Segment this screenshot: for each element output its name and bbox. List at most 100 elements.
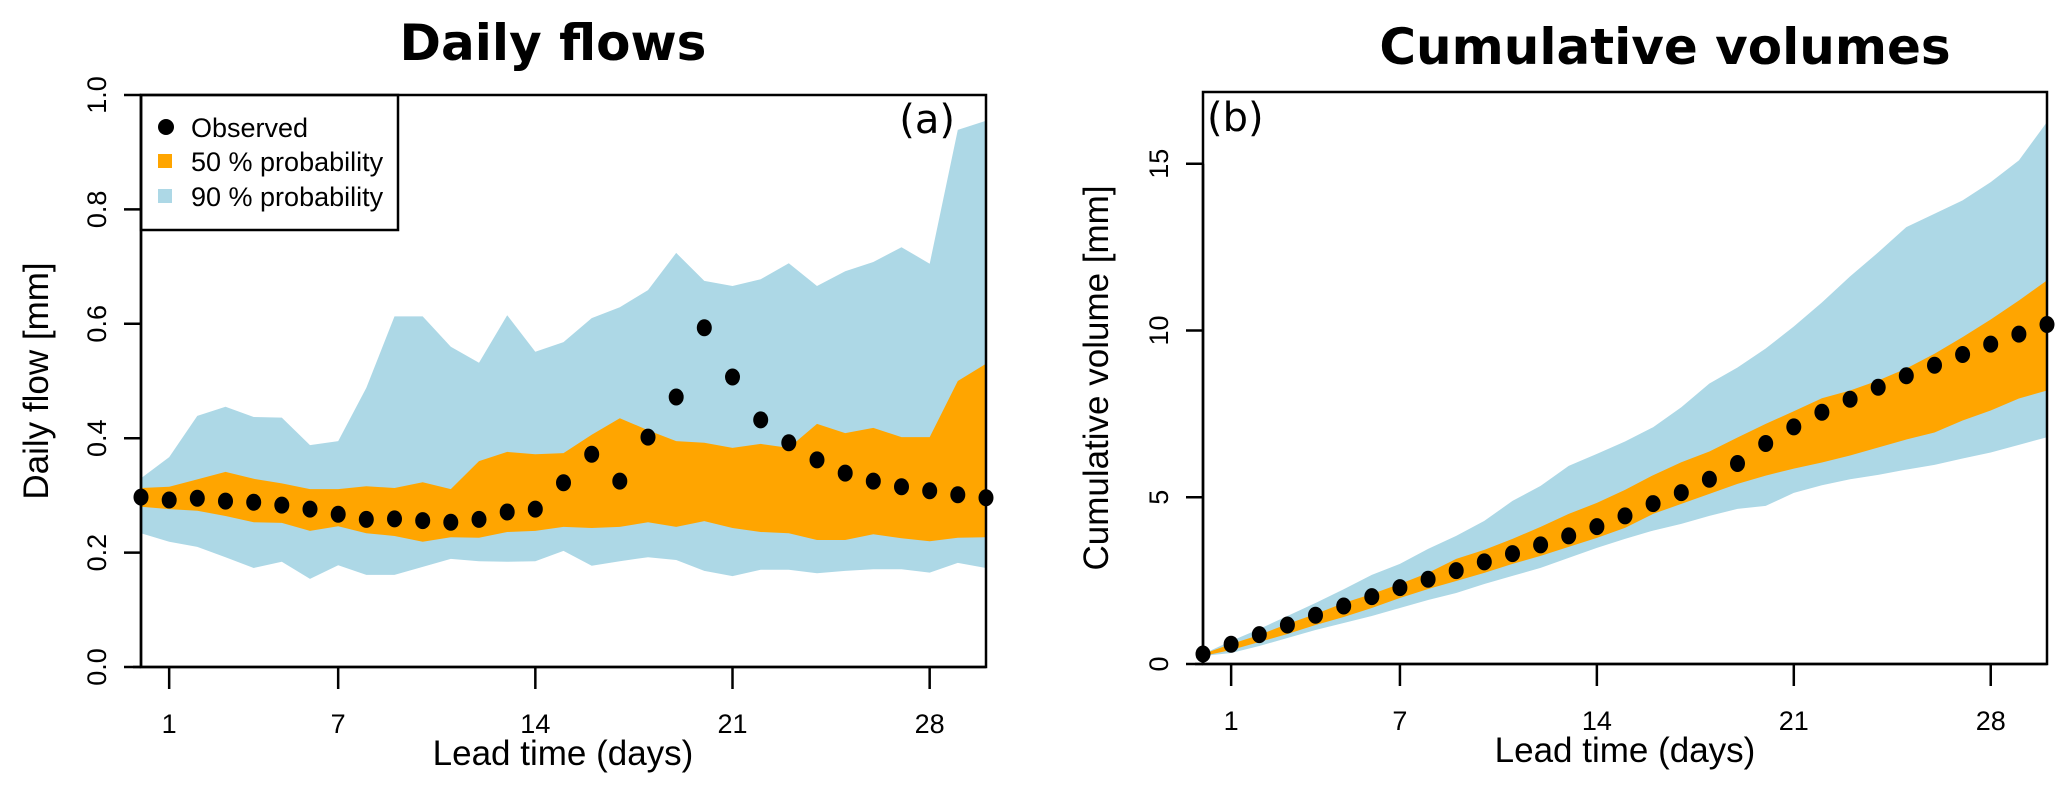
y-tick-label-b: 0 xyxy=(1144,656,1174,671)
observed-point-a xyxy=(753,411,769,429)
observed-point-a xyxy=(246,493,262,511)
observed-point-a xyxy=(330,505,346,523)
y-tick-label-a: 1.0 xyxy=(82,76,112,114)
legend-90-label: 90 % probability xyxy=(191,182,384,212)
legend-90-marker xyxy=(158,189,172,203)
x-tick-label-b: 14 xyxy=(1582,706,1612,736)
observed-point-b xyxy=(1420,570,1436,588)
observed-point-a xyxy=(358,510,374,528)
observed-point-a xyxy=(865,472,881,490)
observed-point-b xyxy=(1786,418,1802,436)
observed-point-b xyxy=(1814,403,1830,421)
observed-point-a xyxy=(696,319,712,337)
panel-daily-flows: Daily flows (a) 1 7 14 21 28 0.0 0.2 0.4 0.6 0.8… xyxy=(17,14,994,773)
observed-point-b xyxy=(1251,626,1267,644)
observed-point-a xyxy=(584,445,600,463)
y-tick-label-a: 0.6 xyxy=(82,305,112,343)
observed-point-b xyxy=(1336,597,1352,615)
observed-point-b xyxy=(1701,470,1717,488)
observed-point-a xyxy=(218,492,233,510)
observed-point-b xyxy=(2011,325,2027,343)
plot-area-b xyxy=(1195,122,2055,663)
legend-observed-marker xyxy=(158,119,174,135)
x-tick-label-b: 1 xyxy=(1224,706,1239,736)
observed-point-b xyxy=(1617,507,1633,525)
y-axis-title-a: Daily flow [mm] xyxy=(17,262,56,499)
chart-title-daily-flows: Daily flows xyxy=(400,14,707,72)
x-tick-label-a: 14 xyxy=(520,709,550,739)
legend-50-label: 50 % probability xyxy=(191,147,384,177)
plot-area-a xyxy=(133,120,994,579)
y-tick-label-a: 0.8 xyxy=(82,191,112,229)
observed-point-b xyxy=(1842,390,1858,408)
observed-point-a xyxy=(837,464,853,482)
x-tick-label-b: 21 xyxy=(1779,706,1809,736)
observed-point-a xyxy=(499,503,515,521)
y-tick-label-b: 15 xyxy=(1144,149,1174,179)
x-axis-b: 1 7 14 21 28 xyxy=(1195,662,2047,736)
x-tick-label-a: 7 xyxy=(331,709,346,739)
y-tick-label-a: 0.0 xyxy=(82,648,112,686)
observed-point-a xyxy=(527,500,543,518)
observed-point-a xyxy=(612,472,628,490)
y-tick-label-b: 10 xyxy=(1144,315,1174,345)
observed-point-a xyxy=(950,486,966,504)
x-axis-title-a: Lead time (days) xyxy=(433,734,694,773)
panel-cumulative-volumes: Cumulative volumes (b) 1 7 14 21 28 0 5 10 15 L… xyxy=(1077,18,2055,770)
observed-point-b xyxy=(1645,495,1661,513)
y-axis-title-b: Cumulative volume [mm] xyxy=(1077,185,1116,570)
observed-point-b xyxy=(1364,588,1380,606)
x-tick-label-a: 1 xyxy=(162,709,177,739)
observed-point-b xyxy=(1448,562,1464,580)
observed-point-b xyxy=(1392,579,1408,597)
observed-point-a xyxy=(471,510,487,528)
observed-point-a xyxy=(922,482,938,500)
observed-point-b xyxy=(1505,545,1520,563)
x-tick-label-a: 21 xyxy=(717,709,747,739)
observed-point-a xyxy=(274,496,290,514)
observed-point-a xyxy=(781,434,797,452)
observed-point-b xyxy=(1898,367,1914,385)
observed-point-b xyxy=(1758,435,1774,452)
x-tick-label-a: 28 xyxy=(915,709,945,739)
observed-point-b xyxy=(1476,553,1492,571)
observed-point-b xyxy=(1308,606,1323,624)
observed-point-a xyxy=(387,510,402,528)
observed-point-a xyxy=(302,500,318,518)
legend-box xyxy=(139,93,400,232)
observed-point-a xyxy=(161,491,177,509)
y-tick-label-a: 0.4 xyxy=(82,419,112,457)
observed-point-b xyxy=(1561,527,1577,545)
observed-point-b xyxy=(1673,484,1689,502)
x-axis-a: 1 7 14 21 28 xyxy=(133,665,986,739)
legend: Observed 50 % probability 90 % probabili… xyxy=(139,93,400,232)
observed-point-b xyxy=(1983,335,1999,353)
observed-point-a xyxy=(668,388,684,406)
observed-point-b xyxy=(1223,635,1239,653)
observed-point-a xyxy=(725,368,740,386)
panel-label-a: (a) xyxy=(899,97,955,143)
legend-50-marker xyxy=(158,154,172,168)
y-tick-label-b: 5 xyxy=(1144,490,1174,505)
panel-label-b: (b) xyxy=(1207,95,1264,141)
observed-point-b xyxy=(1730,455,1745,472)
x-tick-label-b: 7 xyxy=(1392,706,1407,736)
y-tick-label-a: 0.2 xyxy=(82,534,112,572)
x-axis-title-b: Lead time (days) xyxy=(1495,731,1756,770)
observed-point-a xyxy=(894,478,909,496)
y-axis-a: 0.0 0.2 0.4 0.6 0.8 1.0 xyxy=(82,76,143,686)
observed-point-a xyxy=(640,428,656,446)
x-tick-label-b: 28 xyxy=(1976,706,2006,736)
observed-point-b xyxy=(1533,536,1549,554)
observed-point-b xyxy=(1589,518,1605,536)
observed-point-b xyxy=(1870,378,1886,396)
observed-point-b xyxy=(1927,356,1942,374)
observed-point-b xyxy=(1955,346,1971,363)
band-50-percent-a xyxy=(141,363,986,542)
observed-point-a xyxy=(556,474,571,492)
observed-point-a xyxy=(809,451,825,469)
observed-point-a xyxy=(443,513,459,531)
observed-point-b xyxy=(1279,616,1295,634)
chart-title-cumulative-volumes: Cumulative volumes xyxy=(1379,18,1950,76)
